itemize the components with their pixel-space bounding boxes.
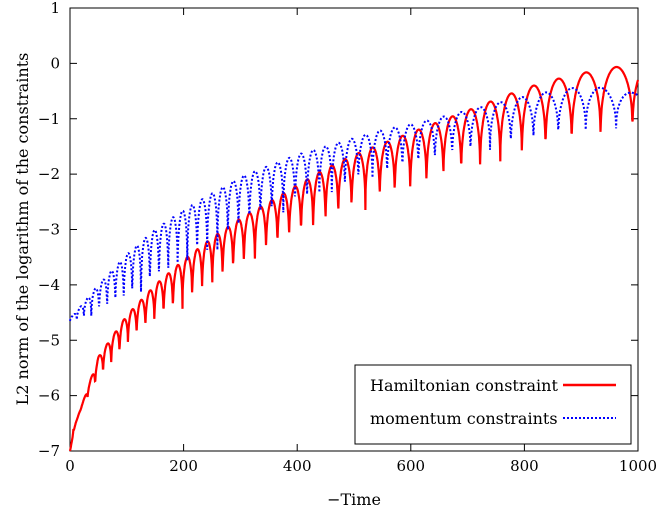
legend-label-hamiltonian: Hamiltonian constraint (370, 376, 558, 395)
axis-ticks (69, 7, 639, 452)
y-tick-label: −2 (38, 165, 60, 183)
y-tick-label: −1 (38, 110, 60, 128)
series-line-momentum (69, 86, 639, 322)
x-tick-label: 400 (283, 457, 312, 475)
y-tick-label: 1 (50, 0, 60, 17)
series-layer (68, 65, 640, 452)
y-tick-label: −7 (38, 442, 60, 460)
y-tick-label: −5 (38, 331, 60, 349)
x-tick-label: 200 (169, 457, 198, 475)
y-axis-label: L2 norm of the logarithm of the constrai… (13, 53, 32, 406)
legend-label-momentum: momentum constraints (370, 409, 558, 428)
axis-tick-labels: 0 200 400 600 800 1000 1 0 −1 −2 −3 −4 −5 −6 −7 (38, 0, 656, 475)
y-tick-label: −3 (38, 221, 60, 239)
x-tick-label: 600 (396, 457, 425, 475)
x-tick-label: 800 (510, 457, 539, 475)
x-axis-label: −Time (327, 490, 381, 509)
y-tick-label: −4 (38, 276, 60, 294)
x-tick-label: 0 (65, 457, 75, 475)
series-line-hamiltonian (68, 65, 640, 452)
x-tick-label: 1000 (619, 457, 656, 475)
legend: Hamiltonian constraint momentum constrai… (354, 364, 632, 445)
legend-box (354, 364, 632, 445)
y-tick-label: −6 (38, 387, 60, 405)
y-tick-label: 0 (50, 54, 60, 72)
